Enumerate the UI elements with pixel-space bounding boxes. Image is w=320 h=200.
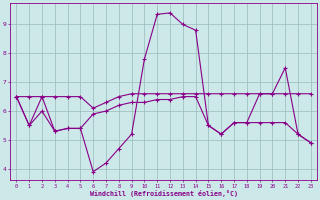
X-axis label: Windchill (Refroidissement éolien,°C): Windchill (Refroidissement éolien,°C): [90, 190, 238, 197]
